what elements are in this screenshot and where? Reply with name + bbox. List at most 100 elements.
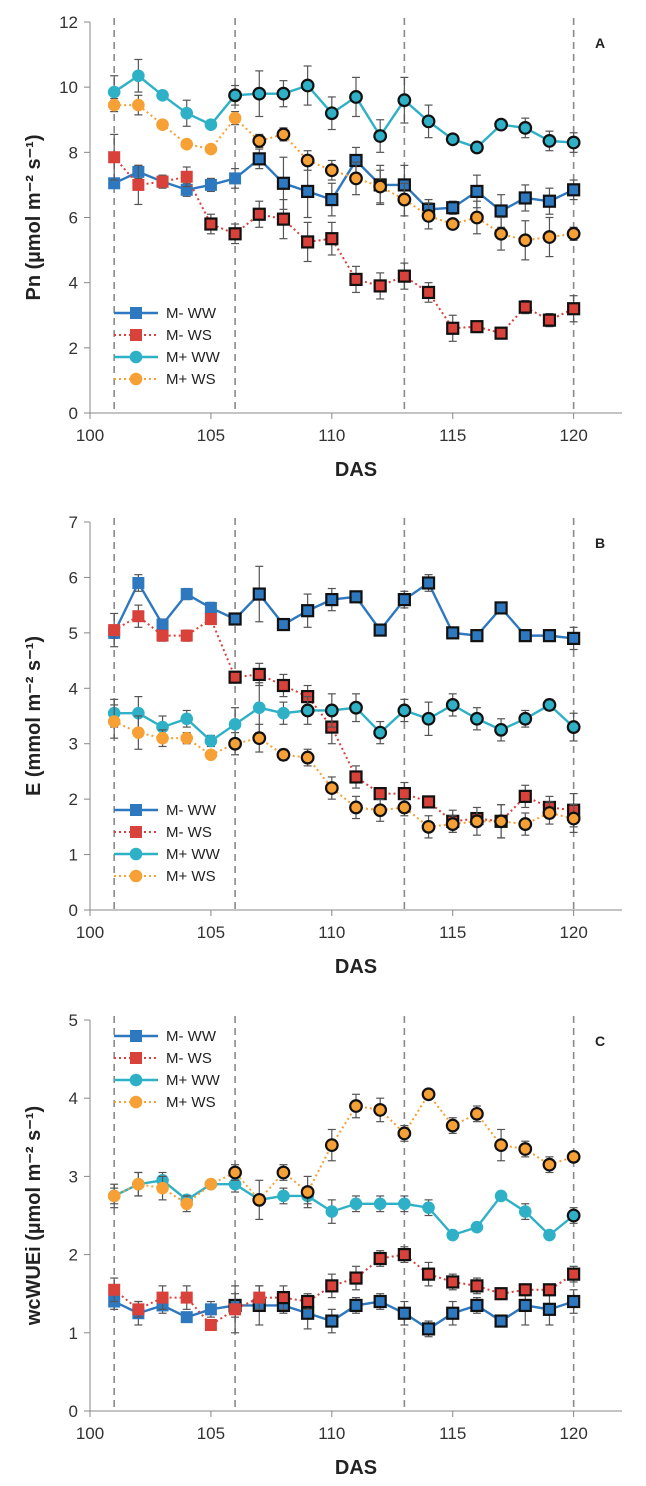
- data-point: [228, 1165, 242, 1180]
- data-point: [518, 191, 532, 205]
- x-axis-title: DAS: [335, 459, 377, 481]
- y-tick-label: 7: [69, 513, 78, 532]
- data-point: [567, 183, 581, 197]
- data-point: [542, 806, 557, 820]
- data-point: [494, 814, 508, 829]
- data-point: [445, 132, 460, 147]
- y-tick-label: 1: [69, 846, 78, 865]
- data-point: [373, 725, 388, 740]
- data-point: [276, 617, 291, 632]
- legend-marker: [129, 869, 143, 883]
- data-point: [421, 711, 436, 726]
- data-point: [301, 184, 315, 199]
- data-point: [397, 192, 412, 207]
- data-point: [567, 1294, 581, 1309]
- data-point: [518, 789, 532, 803]
- data-point: [252, 207, 266, 221]
- data-point: [542, 230, 557, 244]
- data-point: [180, 1291, 193, 1304]
- data-point: [204, 118, 218, 131]
- data-point: [373, 1251, 387, 1266]
- data-point: [542, 1302, 557, 1316]
- data-point: [276, 86, 291, 101]
- data-point: [228, 111, 242, 125]
- y-axis-title: Pn (µmol m⁻² s⁻¹): [23, 135, 45, 301]
- data-point: [204, 748, 218, 762]
- data-point: [349, 1099, 363, 1113]
- data-point: [566, 720, 581, 734]
- series-m-ws: [107, 1087, 581, 1221]
- data-point: [567, 302, 581, 316]
- legend-label: M- WS: [166, 824, 212, 841]
- data-point: [180, 137, 194, 151]
- data-point: [494, 117, 508, 132]
- data-point: [494, 204, 508, 218]
- x-axis-title: DAS: [335, 956, 377, 978]
- data-point: [252, 587, 266, 601]
- y-axis-title: E (mmol m⁻² s⁻¹): [23, 636, 45, 796]
- data-point: [276, 127, 291, 142]
- data-point: [397, 1306, 411, 1320]
- x-tick-label: 115: [439, 1424, 466, 1443]
- data-point: [156, 731, 169, 745]
- series-m-ws: [108, 133, 581, 342]
- legend: M- WW M- WS M+ WW M+ WS: [114, 802, 221, 885]
- data-point: [470, 629, 484, 643]
- data-point: [156, 89, 169, 102]
- data-point: [349, 770, 363, 784]
- data-point: [107, 98, 121, 112]
- data-point: [397, 1247, 411, 1262]
- data-point: [252, 134, 267, 148]
- data-point: [446, 321, 460, 335]
- data-point: [566, 135, 581, 150]
- data-point: [421, 114, 436, 129]
- data-point: [277, 706, 290, 720]
- data-point: [518, 300, 532, 314]
- data-point: [494, 226, 508, 241]
- legend-label: M+ WS: [166, 868, 216, 885]
- data-point: [132, 1303, 145, 1316]
- data-point: [421, 795, 436, 809]
- panel-letter: C: [595, 1033, 605, 1049]
- data-point: [180, 731, 194, 745]
- data-point: [566, 1149, 581, 1164]
- data-point: [518, 1205, 532, 1218]
- legend-label: M+ WS: [166, 1094, 216, 1111]
- data-point: [349, 1197, 363, 1211]
- data-point: [542, 134, 557, 148]
- y-tick-label: 4: [69, 274, 78, 293]
- data-point: [421, 1322, 436, 1336]
- data-point: [107, 1189, 121, 1203]
- data-point: [445, 217, 460, 231]
- legend: M- WW M- WS M+ WW M+ WS: [114, 305, 221, 388]
- data-point: [228, 670, 242, 684]
- data-point: [421, 1267, 436, 1281]
- data-point: [300, 1185, 315, 1199]
- data-point: [421, 208, 436, 223]
- x-tick-label: 110: [318, 1424, 345, 1443]
- series-m-ws: [107, 94, 581, 261]
- legend-marker: [130, 307, 142, 319]
- data-point: [494, 1287, 508, 1301]
- data-point: [229, 1303, 242, 1316]
- data-point: [494, 326, 508, 340]
- data-point: [276, 176, 291, 190]
- series-m-ww: [108, 565, 581, 651]
- data-point: [156, 118, 169, 131]
- data-point: [373, 279, 387, 293]
- data-point: [446, 201, 460, 215]
- data-point: [132, 610, 145, 623]
- data-point: [470, 320, 484, 334]
- y-tick-label: 1: [69, 1324, 78, 1343]
- y-tick-label: 2: [69, 790, 78, 809]
- legend-marker: [130, 1052, 142, 1064]
- legend-marker: [130, 804, 142, 816]
- data-point: [204, 613, 217, 625]
- data-point: [228, 227, 242, 241]
- data-point: [324, 781, 339, 795]
- data-point: [108, 1283, 121, 1296]
- data-point: [542, 1157, 557, 1172]
- data-point: [325, 232, 339, 246]
- y-tick-label: 0: [69, 1402, 78, 1421]
- data-point: [349, 272, 363, 287]
